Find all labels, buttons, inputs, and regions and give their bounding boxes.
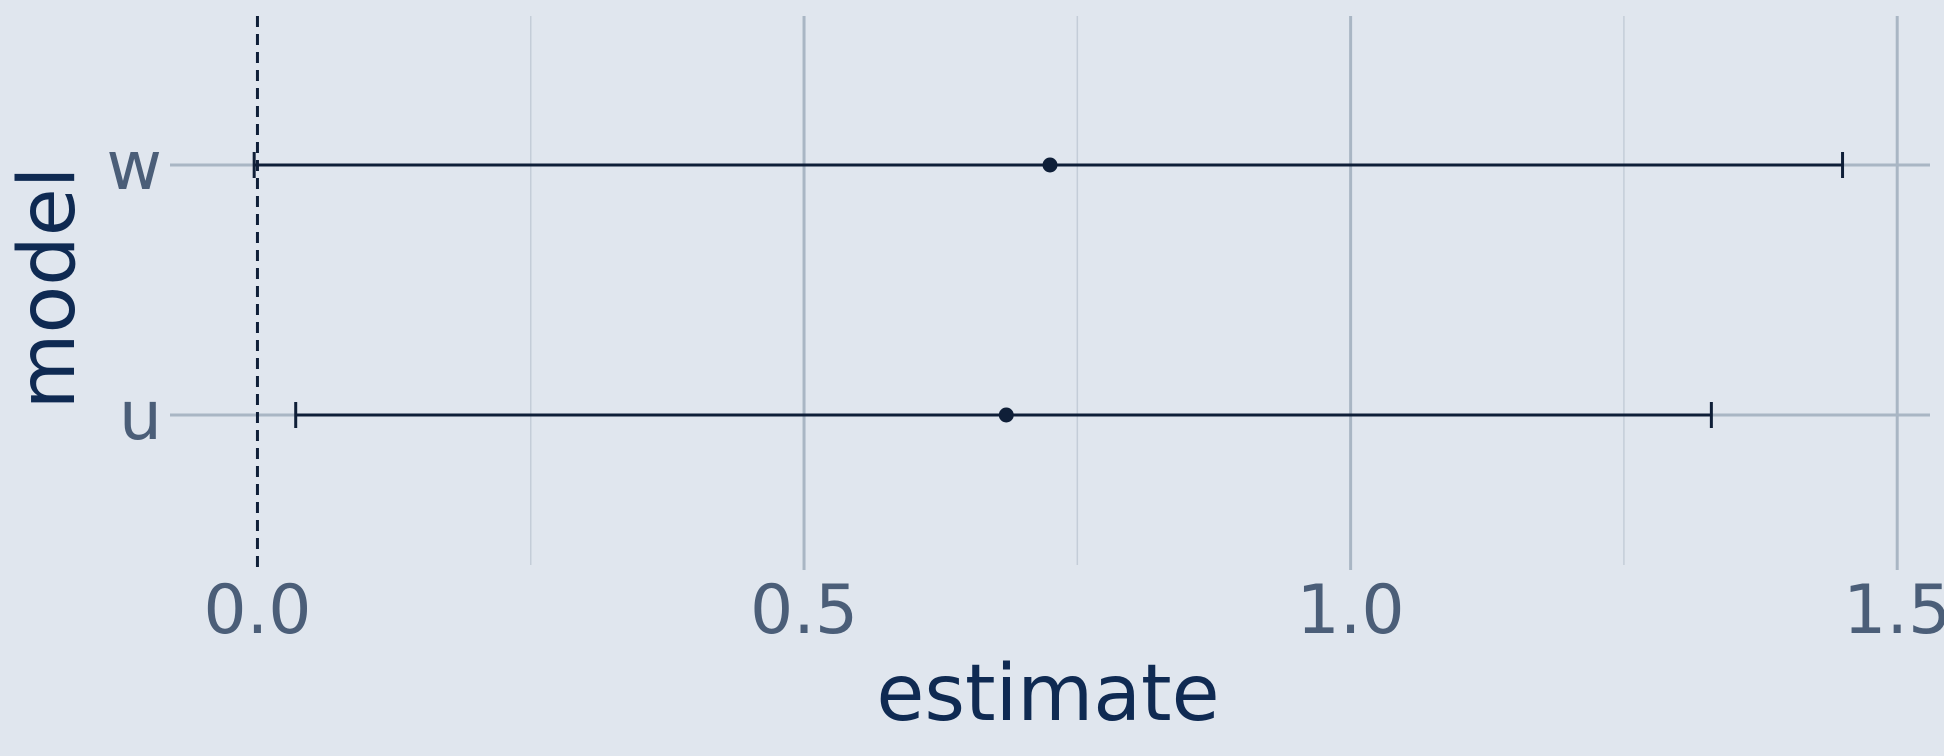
x-tick-label: 0.0: [203, 571, 311, 650]
x-tick-label: 0.5: [750, 571, 858, 650]
point-estimate-u: [998, 407, 1014, 423]
estimate-u: [294, 402, 1713, 428]
estimate-w: [252, 152, 1845, 178]
y-tick-label: w: [106, 127, 162, 206]
x-tick-label: 1.0: [1297, 571, 1405, 650]
estimate-marks: [252, 152, 1845, 428]
y-axis-title: model: [3, 167, 93, 410]
x-axis-title: estimate: [876, 649, 1219, 739]
y-axis-ticks: wu: [106, 127, 162, 456]
grid-lines: [170, 16, 1930, 570]
point-estimate-w: [1042, 157, 1058, 173]
y-tick-label: u: [119, 377, 162, 456]
x-axis-ticks: 0.0 0.5 1.0 1.5: [203, 571, 1944, 650]
x-tick-label: 1.5: [1843, 571, 1944, 650]
